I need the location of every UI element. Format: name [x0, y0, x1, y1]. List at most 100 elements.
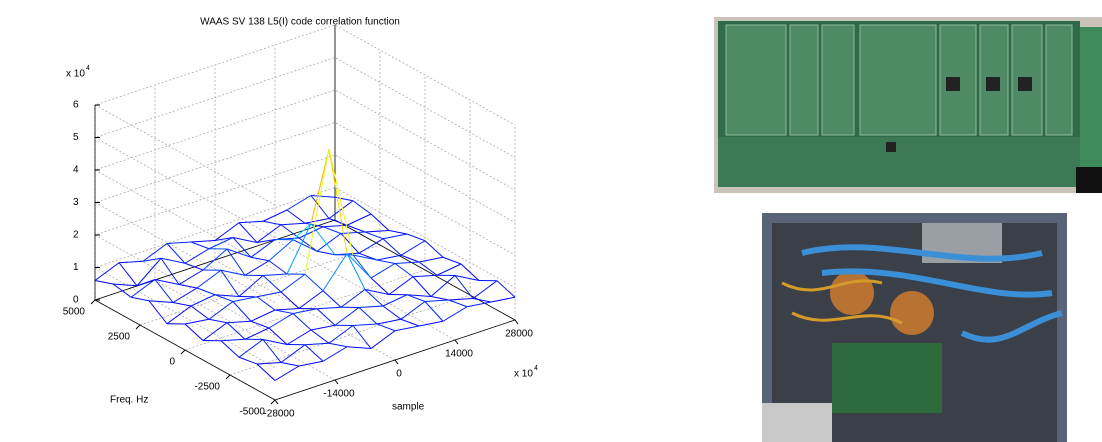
mesh-segment: [365, 290, 383, 307]
mesh-segment: [191, 241, 215, 243]
mesh-segment: [323, 254, 347, 291]
axis-line: [335, 220, 515, 320]
mesh-segment: [377, 319, 401, 324]
z-tick-label: 0: [73, 295, 79, 306]
mesh-segment: [395, 262, 419, 264]
mesh-segment: [389, 277, 413, 295]
x-tick-label: -14000: [323, 389, 355, 400]
x-multiplier-exp: 4: [534, 365, 538, 372]
mesh-segment: [323, 225, 347, 227]
mesh-segment: [497, 281, 515, 298]
chart: WAAS SV 138 L5(I) code correlation funct…: [0, 0, 560, 442]
mesh-segment: [347, 254, 371, 279]
x-tick: [395, 360, 398, 364]
x-multiplier: x 10: [514, 369, 533, 380]
mesh-segment: [161, 258, 179, 284]
z-multiplier: x 10: [66, 69, 85, 80]
mesh-segment: [305, 149, 329, 274]
z-multiplier-exp: 4: [86, 65, 90, 72]
mesh-segment: [383, 295, 407, 306]
mesh-segment: [317, 307, 341, 309]
mesh-segment: [449, 299, 473, 301]
pcb-photo: [714, 17, 1102, 193]
mesh-segment: [95, 263, 119, 281]
mesh-segment: [239, 340, 263, 358]
y-tick: [181, 350, 185, 354]
y-axis-label: Freq. Hz: [110, 395, 148, 406]
mesh-segment: [347, 347, 371, 349]
mesh-segment: [383, 234, 407, 239]
mesh-segment: [329, 219, 347, 226]
mesh-segment: [203, 323, 227, 341]
grid-line: [275, 45, 455, 340]
mesh-segment: [275, 310, 293, 314]
y-tick: [136, 325, 140, 329]
mesh-segment: [239, 357, 257, 364]
mesh-segment: [299, 227, 323, 238]
y-tick-label: 2500: [108, 332, 131, 343]
mesh-segment: [377, 255, 401, 260]
mesh-segment: [239, 276, 263, 297]
x-tick-label: 0: [396, 369, 402, 380]
z-tick-label: 1: [73, 262, 79, 273]
mesh-segment: [347, 225, 365, 232]
mesh-segment: [299, 291, 323, 309]
mesh-segment: [257, 297, 275, 310]
mesh-segment: [323, 227, 341, 234]
mesh-segment: [371, 331, 395, 349]
mesh-segment: [407, 234, 425, 241]
mesh-segment: [227, 321, 251, 323]
y-tick: [91, 300, 95, 304]
mesh-segment: [281, 223, 305, 225]
mesh-segment: [191, 306, 209, 319]
y-tick: [226, 375, 230, 379]
mesh-segment: [245, 328, 269, 339]
mesh-segment: [293, 309, 317, 314]
mesh-segment: [263, 276, 281, 293]
mesh-segment: [197, 288, 215, 295]
y-tick: [271, 400, 275, 404]
mesh-segment: [263, 274, 287, 276]
computer-photo: [762, 213, 1067, 442]
mesh-segment: [113, 284, 131, 297]
mesh-segment: [401, 255, 419, 262]
mesh-segment: [149, 301, 173, 303]
mesh-segment: [383, 306, 401, 319]
mesh-segment: [305, 219, 329, 224]
mesh-segment: [419, 257, 443, 262]
mesh-segment: [425, 302, 443, 322]
grid-line: [95, 105, 275, 400]
mesh-segment: [173, 303, 191, 307]
mesh-segment: [275, 366, 299, 381]
mesh-segment: [395, 326, 419, 331]
y-tick-label: -5000: [239, 407, 265, 418]
mesh-segment: [251, 310, 275, 321]
mesh-segment: [305, 274, 323, 291]
mesh-segment: [191, 242, 209, 249]
mesh-segment: [413, 275, 437, 277]
z-tick-label: 4: [73, 165, 79, 176]
mesh-segment: [329, 343, 347, 347]
mesh-segment: [185, 249, 209, 264]
mesh-segment: [281, 345, 305, 363]
mesh-segment: [269, 328, 287, 345]
mesh-segment: [359, 239, 383, 254]
mesh-segment: [281, 363, 299, 367]
mesh-segment: [233, 297, 257, 302]
z-tick-label: 2: [73, 230, 79, 241]
mesh-segment: [365, 290, 389, 295]
mesh-segment: [239, 221, 263, 223]
mesh-segment: [413, 277, 431, 297]
mesh-segment: [311, 196, 329, 219]
x-tick: [275, 400, 278, 404]
mesh-segment: [281, 225, 299, 238]
grid-line: [95, 25, 515, 205]
mesh-segment: [311, 325, 335, 330]
mesh-segment: [287, 196, 311, 211]
mesh-segment: [245, 261, 269, 276]
mesh-segment: [191, 295, 215, 306]
mesh-segment: [269, 261, 287, 274]
mesh-segment: [395, 264, 413, 277]
mesh-segment: [131, 297, 149, 301]
mesh-segment: [473, 281, 497, 299]
